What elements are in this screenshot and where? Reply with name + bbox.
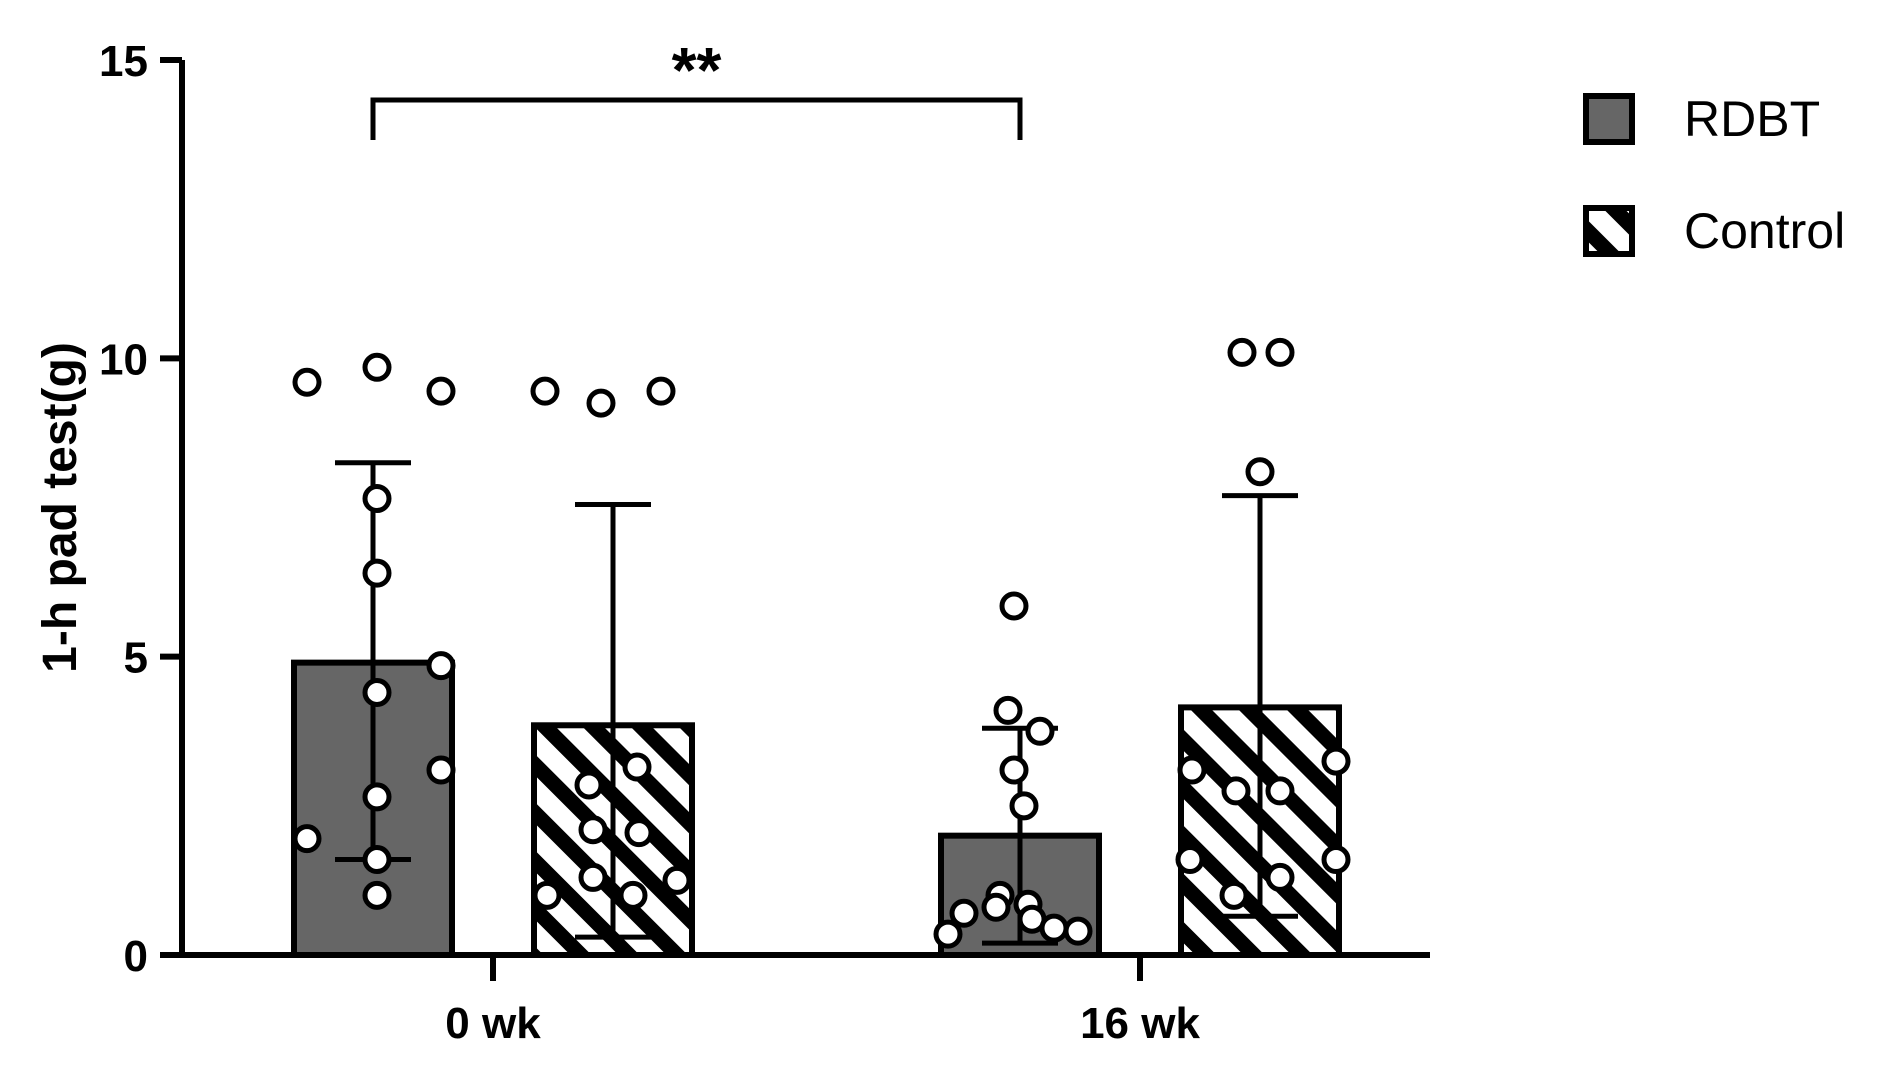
y-axis-title: 1-h pad test(g): [34, 342, 87, 673]
legend-label-control: Control: [1684, 203, 1845, 259]
data-point: [981, 892, 1011, 922]
y-tick-label: 5: [124, 634, 148, 683]
data-point: [578, 815, 608, 845]
data-point: [1227, 337, 1257, 367]
x-tick-label: 16 wk: [1080, 999, 1200, 1048]
legend-swatch-control: [1583, 205, 1635, 257]
data-point: [1039, 913, 1069, 943]
data-point: [618, 880, 648, 910]
data-point: [1177, 755, 1207, 785]
data-point: [1175, 845, 1205, 875]
data-point: [362, 484, 392, 514]
data-point: [933, 919, 963, 949]
data-point: [1025, 716, 1055, 746]
legend-label-rdbt: RDBT: [1684, 91, 1820, 147]
data-point: [362, 782, 392, 812]
data-point: [949, 898, 979, 928]
data-point: [426, 651, 456, 681]
data-point: [426, 376, 456, 406]
data-point: [1245, 457, 1275, 487]
data-point: [1265, 337, 1295, 367]
legend-swatch-rdbt: [1583, 93, 1635, 145]
data-point: [292, 824, 322, 854]
data-point: [1221, 776, 1251, 806]
data-point: [292, 367, 322, 397]
x-tick-label: 0 wk: [445, 999, 541, 1048]
data-point: [1219, 880, 1249, 910]
data-point: [574, 770, 604, 800]
data-point: [362, 845, 392, 875]
data-point: [532, 880, 562, 910]
y-tick-label: 0: [124, 932, 148, 981]
data-point: [362, 352, 392, 382]
data-point: [1265, 776, 1295, 806]
data-point: [622, 752, 652, 782]
data-point: [624, 818, 654, 848]
data-point: [999, 755, 1029, 785]
data-point: [586, 388, 616, 418]
data-point: [362, 558, 392, 588]
data-point: [993, 695, 1023, 725]
data-point: [999, 591, 1029, 621]
data-point: [1009, 791, 1039, 821]
data-point: [1321, 845, 1351, 875]
data-point: [530, 376, 560, 406]
data-point: [426, 755, 456, 785]
y-tick-label: 10: [99, 335, 148, 384]
significance-label: **: [672, 34, 722, 106]
y-tick-label: 15: [99, 37, 148, 86]
data-point: [578, 862, 608, 892]
data-point: [662, 865, 692, 895]
data-point: [1265, 862, 1295, 892]
data-point: [362, 677, 392, 707]
data-point: [362, 880, 392, 910]
significance-bracket: [370, 97, 1023, 140]
data-point: [1321, 746, 1351, 776]
data-point: [1063, 916, 1093, 946]
data-point: [646, 376, 676, 406]
